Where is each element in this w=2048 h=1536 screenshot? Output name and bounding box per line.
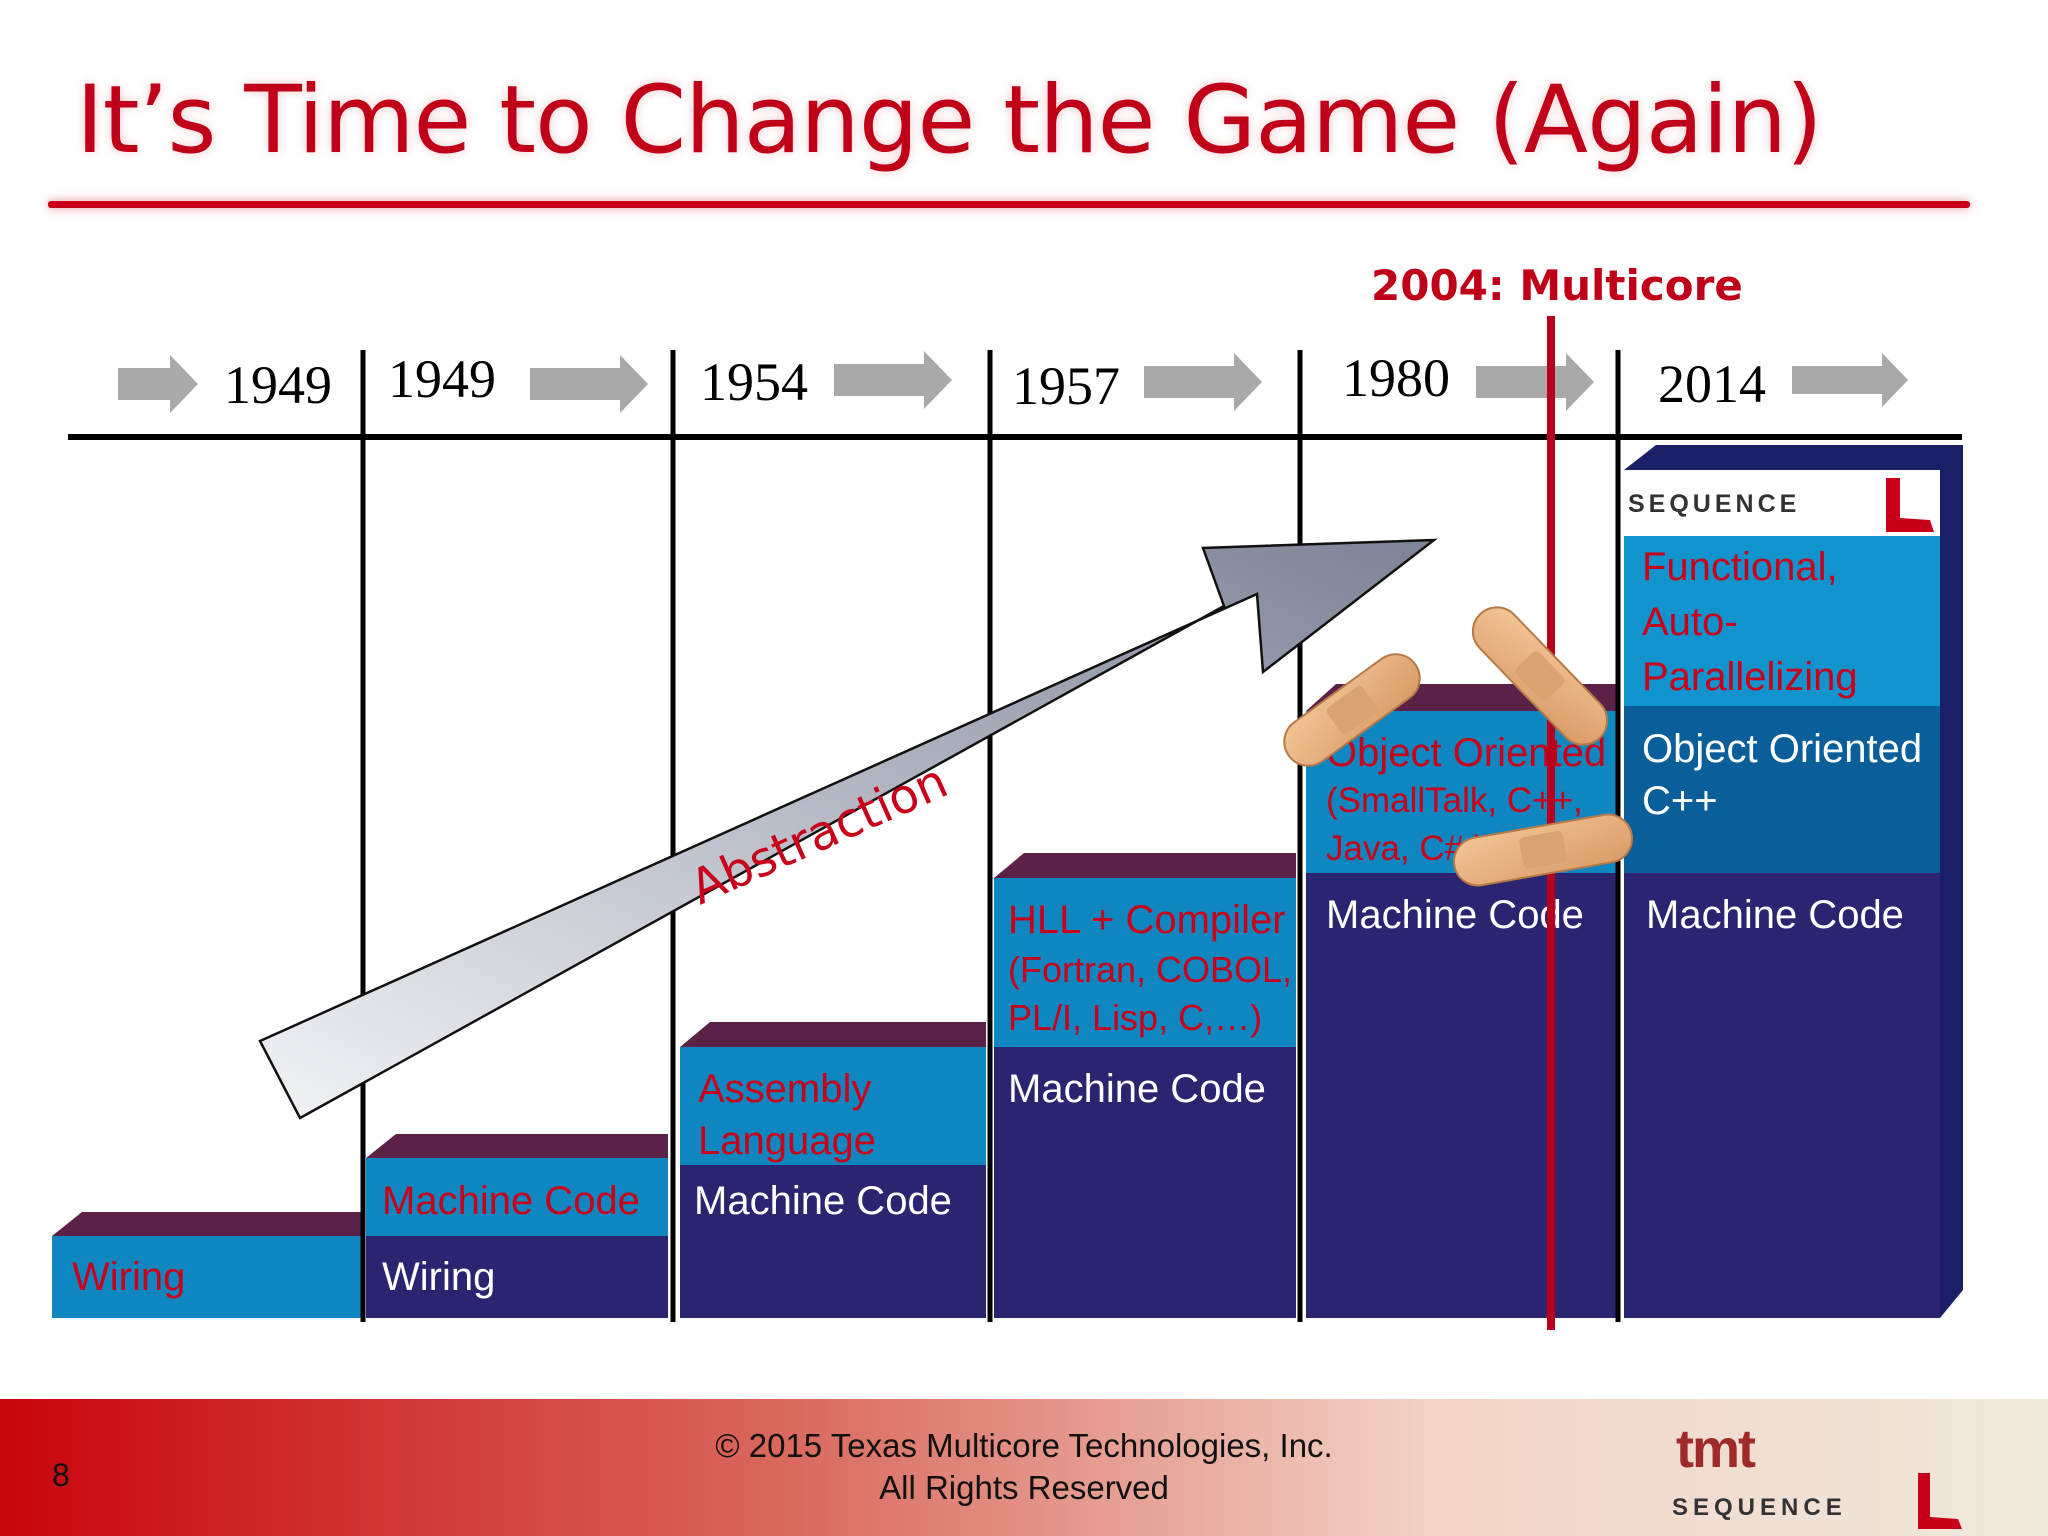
- block-label-line: Object Oriented: [1642, 727, 1922, 771]
- block-machine-code: [1306, 873, 1616, 1318]
- block-label: Object Oriented C++: [1642, 727, 1933, 823]
- band-aid: [1453, 813, 1633, 887]
- block-label: Machine Code: [1008, 1067, 1266, 1111]
- timeline-arrow: [1476, 353, 1594, 411]
- year-label: 1949: [224, 355, 332, 415]
- sequencel-logo-mark: [1918, 1473, 1962, 1529]
- sequence-logo-text: SEQUENCE: [1672, 1494, 1847, 1521]
- block-label: Object Oriented: [1326, 731, 1606, 775]
- block-label-line: C++: [1642, 779, 1718, 823]
- block-label: Machine Code: [382, 1179, 640, 1223]
- block-label-line: Auto-: [1642, 600, 1738, 644]
- multicore-marker-label: 2004: Multicore: [1371, 261, 1743, 310]
- title-underline: [48, 201, 1970, 208]
- year-label: 1980: [1342, 348, 1450, 408]
- block-top-face: [366, 1134, 668, 1158]
- stack-1957-hll: HLL + Compiler (Fortran, COBOL, PL/I, Li…: [994, 853, 1302, 1318]
- block-wiring: [366, 1236, 668, 1318]
- block-label-line: Assembly: [698, 1067, 871, 1111]
- block-label: Wiring: [72, 1255, 185, 1299]
- band-aid: [1471, 606, 1609, 746]
- timeline-arrow: [834, 351, 952, 409]
- copyright-line: All Rights Reserved: [879, 1469, 1169, 1506]
- block-detail: (Fortran, COBOL, PL/I, Lisp, C,…): [1008, 949, 1302, 1038]
- block-top-face: [680, 1022, 986, 1047]
- block-label: HLL + Compiler: [1008, 898, 1286, 942]
- block-label: Wiring: [382, 1255, 495, 1299]
- band-aid: [1283, 653, 1421, 767]
- block-wiring: [52, 1236, 362, 1318]
- band-aid-pad: [1326, 686, 1378, 734]
- block-assembly: [680, 1047, 986, 1165]
- year-label: 1949: [388, 349, 496, 409]
- block-detail-line: (Fortran, COBOL,: [1008, 949, 1292, 990]
- block-label: Machine Code: [1646, 893, 1904, 937]
- block-label-line: Parallelizing: [1642, 655, 1858, 699]
- timeline-arrow: [1144, 353, 1262, 411]
- block-label: Machine Code: [1326, 893, 1584, 937]
- timeline-arrow: [1792, 353, 1908, 407]
- tmt-sequencel-logo: tmt SEQUENCE: [1672, 1419, 1962, 1529]
- slide-title: It’s Time to Change the Game (Again): [76, 66, 1823, 175]
- block-detail-line: (SmallTalk, C++,: [1326, 781, 1583, 820]
- block-detail-line: PL/I, Lisp, C,…): [1008, 997, 1262, 1038]
- year-label: 1954: [700, 352, 808, 412]
- stack-1980-object-oriented: Object Oriented (SmallTalk, C++, Java, C…: [1306, 684, 1616, 1318]
- block-top-face: [994, 853, 1296, 878]
- stack-1949-wiring: Wiring: [52, 1212, 362, 1318]
- sequencel-logo-mark: [1886, 478, 1934, 532]
- block-object-oriented: [1624, 706, 1940, 873]
- block-label: Assembly Language: [698, 1067, 883, 1163]
- stack-1954-assembly: Assembly Language Machine Code: [680, 1022, 986, 1318]
- timeline-arrow: [118, 355, 198, 413]
- band-aids: [1283, 606, 1633, 887]
- year-label: 2014: [1658, 354, 1766, 414]
- stack-1949-machine-code: Machine Code Wiring: [366, 1134, 668, 1318]
- block-machine-code: [680, 1165, 986, 1318]
- footer-bar: 8 © 2015 Texas Multicore Technologies, I…: [0, 1399, 2048, 1536]
- copyright-notice: © 2015 Texas Multicore Technologies, Inc…: [0, 1425, 2048, 1509]
- year-label: 1957: [1012, 356, 1120, 416]
- band-aid-pad: [1519, 831, 1567, 869]
- block-top-face: [52, 1212, 362, 1236]
- band-aid-pad: [1515, 651, 1565, 701]
- tmt-logo-text: tmt: [1676, 1419, 1756, 1479]
- stack-2014-sequencel: SEQUENCE Functional, Auto- Parallelizing…: [1624, 445, 1963, 1318]
- block-label-line: Language: [698, 1119, 876, 1163]
- copyright-line: © 2015 Texas Multicore Technologies, Inc…: [715, 1427, 1333, 1464]
- sequencel-logo-text: SEQUENCE: [1628, 490, 1800, 518]
- block-label-line: Functional,: [1642, 545, 1838, 589]
- abstraction-arrow: [258, 538, 1438, 1120]
- block-hll: [994, 878, 1296, 1047]
- block-label: Machine Code: [694, 1179, 952, 1223]
- block-label: Functional, Auto- Parallelizing: [1642, 545, 1858, 699]
- block-machine-code: [994, 1047, 1296, 1318]
- block-machine-code: [366, 1158, 668, 1236]
- page-number: 8: [52, 1457, 70, 1493]
- timeline-arrows: [118, 351, 1908, 413]
- timeline-arrow: [530, 355, 648, 413]
- abstraction-diagram: Wiring Machine Code Wiring Assembly Lang…: [52, 261, 1963, 1330]
